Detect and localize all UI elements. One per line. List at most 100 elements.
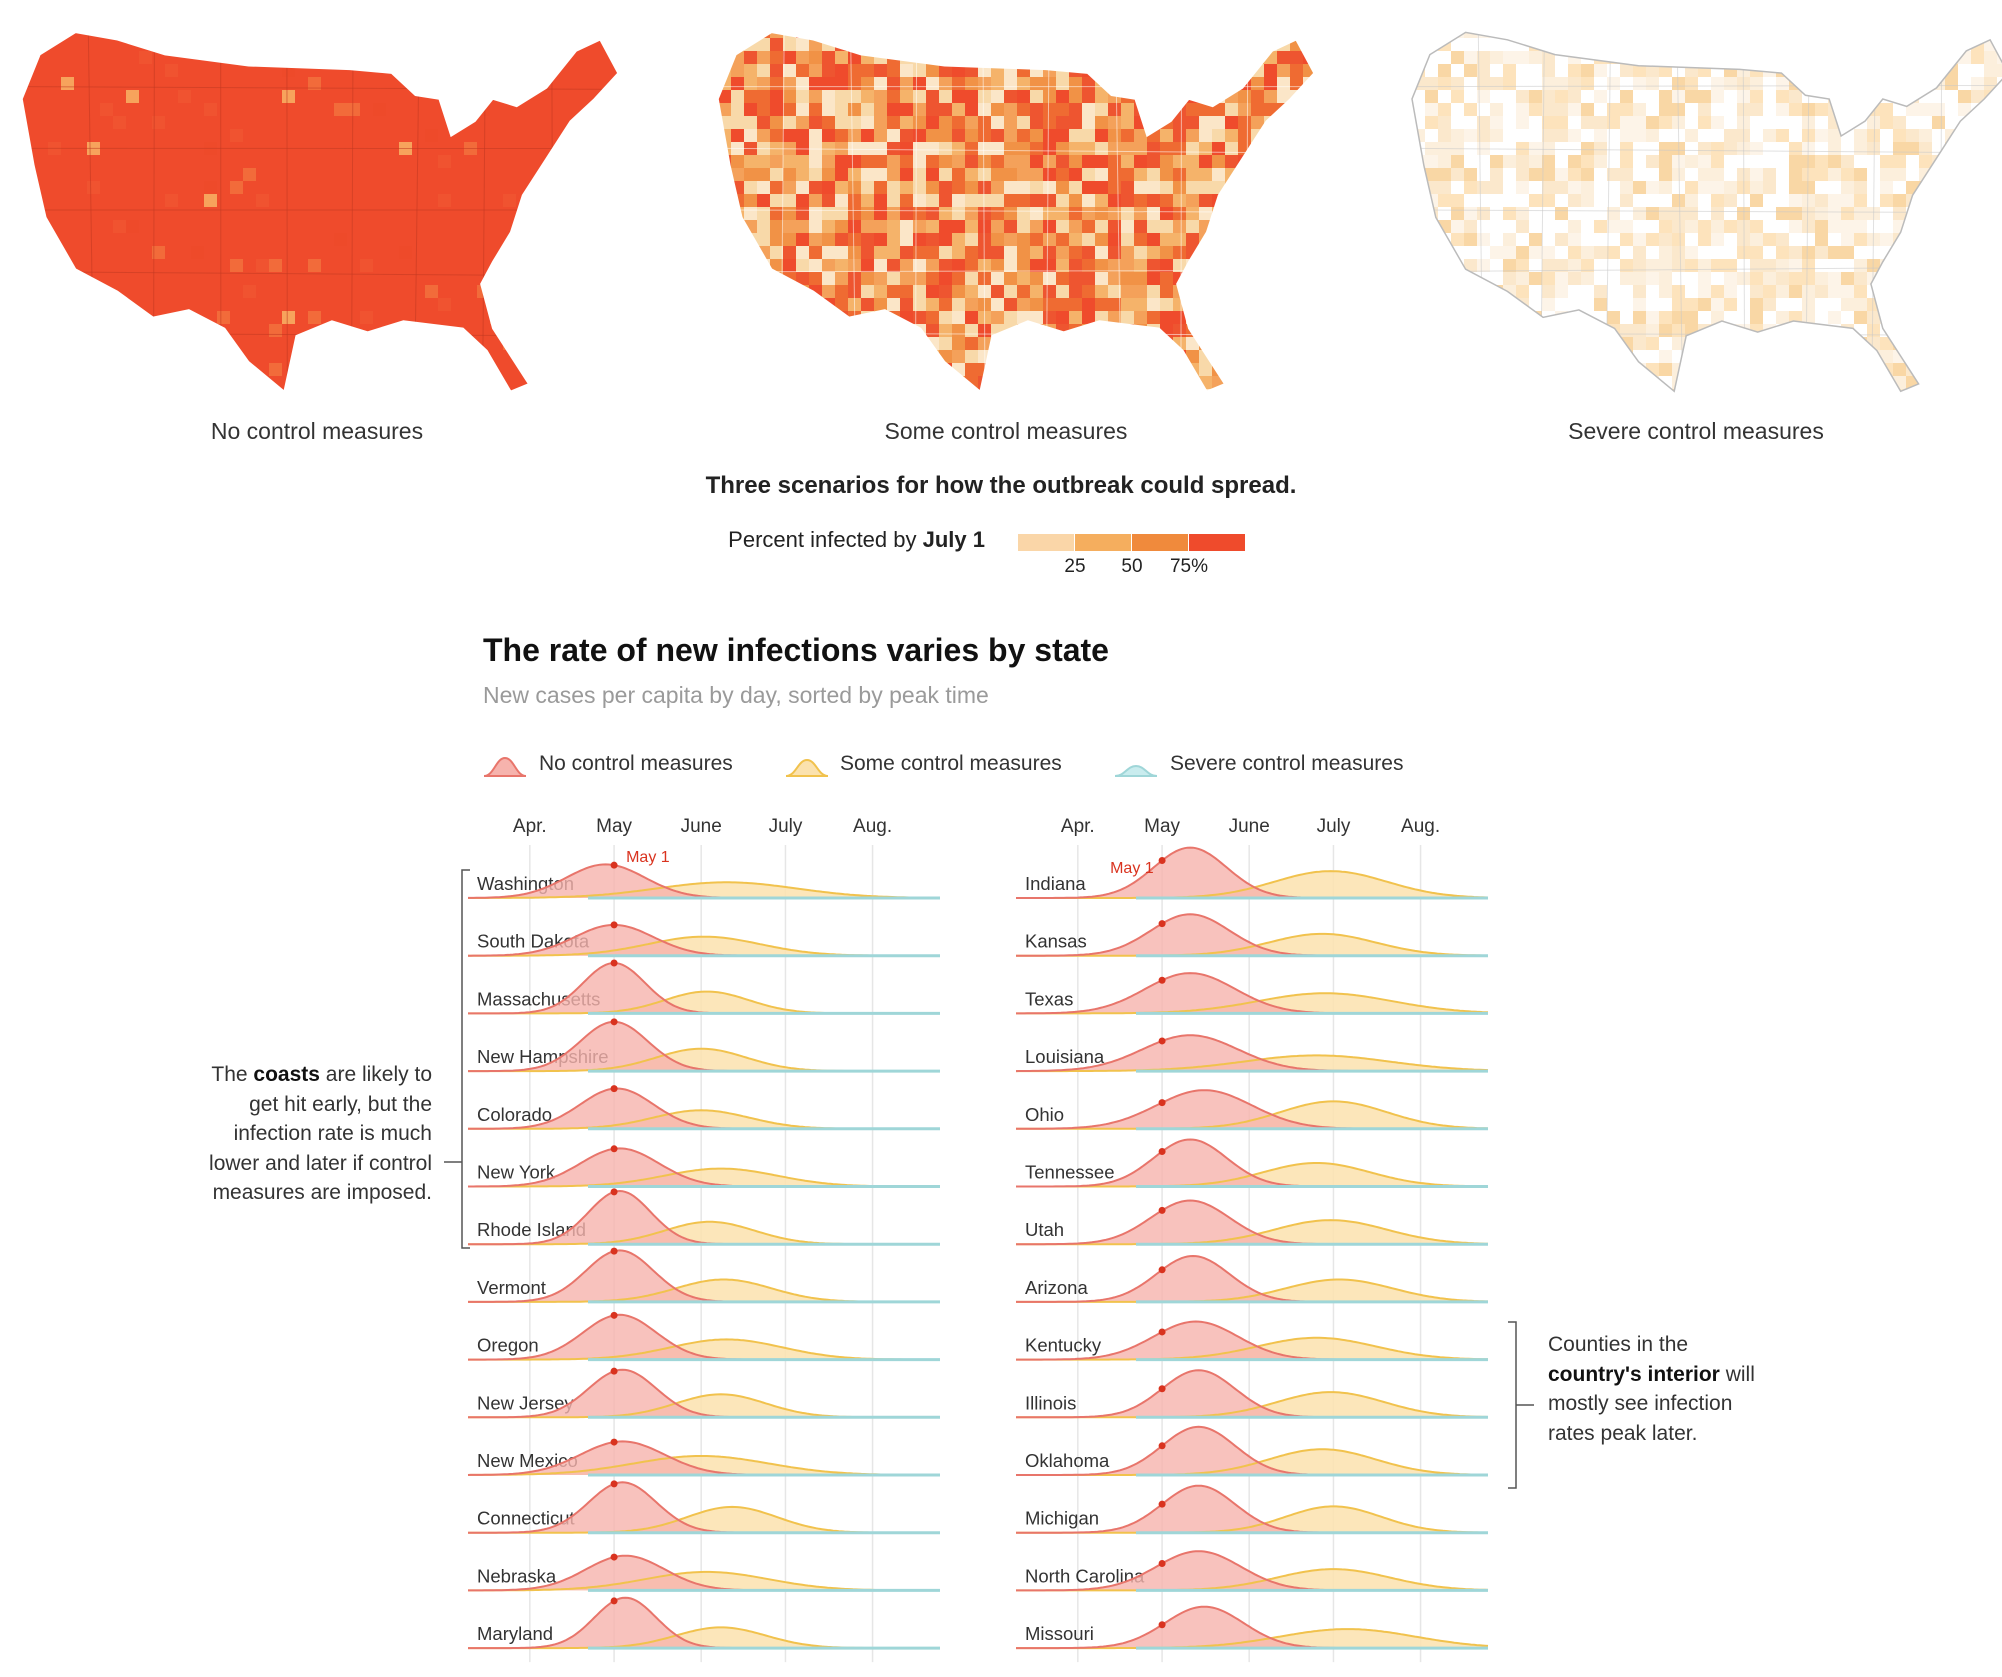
some-control-area (1016, 1279, 1488, 1302)
ridge-row-ohio: Ohio (1016, 1089, 1489, 1131)
may1-marker (1158, 1148, 1166, 1156)
may1-marker (1158, 1206, 1166, 1214)
state-label: Rhode Island (477, 1219, 586, 1240)
some-control-area (1016, 1629, 1488, 1649)
ridge-row-south-dakota: South Dakota (468, 921, 940, 958)
legend-severe-control-icon (1114, 764, 1158, 777)
state-label: Colorado (477, 1104, 552, 1125)
may1-marker (1158, 1442, 1166, 1450)
ridge-row-connecticut: Connecticut (468, 1480, 940, 1535)
may1-marker (1158, 1385, 1166, 1393)
may1-marker (1158, 920, 1166, 928)
state-label: Vermont (477, 1277, 546, 1298)
annotation-coasts-bold: coasts (253, 1063, 320, 1086)
may1-marker (1158, 976, 1166, 984)
some-control-line (1016, 1100, 1489, 1130)
no-control-area (468, 1555, 940, 1591)
state-label: Missouri (1025, 1623, 1094, 1644)
no-control-area (468, 1369, 940, 1418)
state-label: Kentucky (1025, 1335, 1102, 1356)
may1-label: May 1 (1110, 860, 1154, 877)
scale-tick-75: 75% (1169, 556, 1209, 577)
no-control-area (468, 1482, 940, 1533)
some-control-area (468, 1394, 940, 1418)
may1-marker (610, 861, 618, 869)
month-tick-label: Aug. (1401, 816, 1440, 837)
ridge-row-nebraska: Nebraska (468, 1553, 940, 1592)
ridge-row-oregon: Oregon (468, 1311, 940, 1362)
scale-tick-50: 50 (1121, 556, 1143, 577)
ridge-row-colorado: Colorado (468, 1085, 940, 1131)
legend-severe-control-label: Severe control measures (1170, 752, 1404, 775)
interior-bracket (1508, 1321, 1517, 1489)
may1-marker (610, 1188, 618, 1196)
map-caption-some-control: Some control measures (884, 418, 1128, 444)
ridge-row-oklahoma: Oklahoma (1016, 1425, 1488, 1477)
annotation-interior: Counties in the country's interior will … (1548, 1330, 1758, 1448)
ridge-chart-title: The rate of new infections varies by sta… (483, 632, 1109, 668)
may1-marker (1158, 1099, 1166, 1107)
no-control-area (1016, 1139, 1488, 1187)
state-label: Louisiana (1025, 1046, 1105, 1067)
some-control-area (1016, 1506, 1488, 1533)
some-control-area (468, 1221, 940, 1245)
legend-some-control-label: Some control measures (840, 752, 1062, 775)
ridge-row-new-mexico: New Mexico (467, 1438, 940, 1477)
legend-no-control-icon (483, 756, 527, 777)
ridge-row-new-jersey: New Jersey (468, 1367, 940, 1419)
no-control-area (468, 1148, 940, 1187)
no-control-area (1016, 847, 1488, 898)
some-control-area (1016, 1163, 1488, 1187)
may1-marker (610, 1480, 618, 1488)
no-control-area (468, 963, 940, 1014)
no-control-area (1016, 1606, 1488, 1649)
some-control-area (468, 1506, 940, 1533)
ridge-row-missouri: Missouri (1016, 1605, 1489, 1650)
some-control-area (468, 882, 940, 898)
map-caption-severe-control: Severe control measures (1568, 418, 1824, 444)
ridge-row-tennessee: Tennessee (1016, 1138, 1489, 1188)
no-control-area (1016, 1426, 1488, 1475)
may1-marker (610, 1553, 618, 1561)
coasts-bracket (461, 869, 470, 1249)
may1-marker (610, 1018, 618, 1026)
ridge-row-north-carolina: North Carolina (1016, 1550, 1489, 1592)
legend-label-prefix: Percent infected by (728, 527, 923, 552)
may1-marker (610, 959, 618, 967)
may1-marker (610, 921, 618, 929)
state-label: Maryland (477, 1623, 553, 1644)
legend-label-date: July 1 (922, 527, 985, 552)
state-label: Nebraska (477, 1565, 557, 1586)
month-tick-label: June (681, 816, 722, 837)
state-label: Michigan (1025, 1508, 1099, 1529)
ridge-row-illinois: Illinois (1016, 1369, 1489, 1419)
no-control-area (468, 1021, 940, 1072)
us-maps (21, 31, 2002, 393)
some-control-line (468, 881, 940, 899)
state-label: Kansas (1025, 931, 1087, 952)
month-tick-label: July (769, 816, 803, 837)
month-tick-label: May (1144, 816, 1180, 837)
some-control-area (468, 1339, 940, 1360)
may1-marker (610, 1311, 618, 1319)
ridge-row-massachusetts: Massachusetts (468, 959, 940, 1015)
some-control-area (1016, 1101, 1488, 1129)
map-caption-no-control: No control measures (210, 418, 424, 444)
some-control-area (1016, 933, 1488, 956)
state-label: Indiana (1025, 873, 1086, 894)
ridge-row-kentucky: Kentucky (1016, 1320, 1489, 1362)
month-tick-label: June (1229, 816, 1270, 837)
maps-title: Three scenarios for how the outbreak cou… (705, 472, 1297, 499)
month-tick-label: May (596, 816, 632, 837)
no-control-area (468, 864, 940, 898)
state-label: New York (477, 1162, 556, 1183)
may1-marker (1158, 1037, 1166, 1045)
may1-marker (610, 1085, 618, 1093)
ridge-row-vermont: Vermont (468, 1247, 940, 1304)
state-label: Ohio (1025, 1104, 1064, 1125)
no-control-area (1016, 1551, 1488, 1591)
no-control-area (1016, 1090, 1488, 1129)
state-label: New Jersey (477, 1392, 574, 1413)
